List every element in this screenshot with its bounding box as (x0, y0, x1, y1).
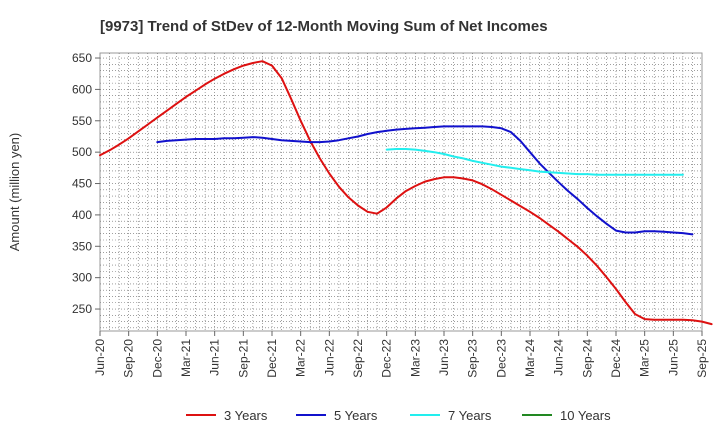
x-tick-label: Sep-21 (236, 339, 250, 378)
x-axis: Jun-20 Sep-20 Dec-20 Mar-21 Jun-21 Sep-21 Dec-… (93, 331, 709, 378)
series-line-3-years (99, 60, 713, 326)
x-tick-label: Dec-24 (609, 339, 623, 378)
x-tick-label: Mar-25 (638, 339, 652, 377)
y-tick-label: 650 (72, 51, 92, 65)
y-tick-label: 300 (72, 271, 92, 285)
x-tick-label: Jun-22 (322, 339, 336, 376)
x-tick-label: Sep-20 (122, 339, 136, 378)
x-tick-label: Dec-21 (265, 339, 279, 378)
y-axis-label: Amount (million yen) (7, 133, 22, 252)
series-line-5-years (156, 125, 694, 236)
y-tick-label: 500 (72, 145, 92, 159)
legend-label: 10 Years (560, 408, 611, 423)
x-tick-label: Mar-21 (179, 339, 193, 377)
x-tick-label: Jun-24 (552, 339, 566, 376)
grid (100, 53, 702, 331)
x-tick-label: Sep-22 (351, 339, 365, 378)
x-tick-label: Jun-21 (208, 339, 222, 376)
x-tick-label: Mar-23 (408, 339, 422, 377)
x-tick-label: Sep-24 (580, 339, 594, 378)
x-tick-label: Jun-20 (93, 339, 107, 376)
x-tick-label: Sep-25 (695, 339, 709, 378)
y-tick-label: 600 (72, 82, 92, 96)
x-tick-label: Jun-25 (666, 339, 680, 376)
legend-label: 5 Years (334, 408, 378, 423)
y-tick-label: 350 (72, 239, 92, 253)
plot-area (99, 52, 703, 332)
x-tick-label: Mar-24 (523, 339, 537, 377)
x-tick-label: Dec-20 (150, 339, 164, 378)
chart-title: [9973] Trend of StDev of 12-Month Moving… (100, 18, 548, 35)
x-tick-label: Mar-22 (294, 339, 308, 377)
y-tick-label: 450 (72, 177, 92, 191)
x-tick-label: Dec-22 (380, 339, 394, 378)
legend: 3 Years 5 Years 7 Years 10 Years (186, 408, 611, 423)
x-tick-label: Sep-23 (466, 339, 480, 378)
legend-label: 3 Years (224, 408, 268, 423)
y-axis: 250 300 350 400 450 500 550 600 650 (72, 51, 100, 316)
y-tick-label: 400 (72, 208, 92, 222)
y-tick-label: 550 (72, 114, 92, 128)
legend-label: 7 Years (448, 408, 492, 423)
series-line-7-years (385, 148, 684, 176)
y-tick-label: 250 (72, 302, 92, 316)
x-tick-label: Jun-23 (437, 339, 451, 376)
series-lines (99, 60, 713, 326)
x-tick-label: Dec-23 (494, 339, 508, 378)
